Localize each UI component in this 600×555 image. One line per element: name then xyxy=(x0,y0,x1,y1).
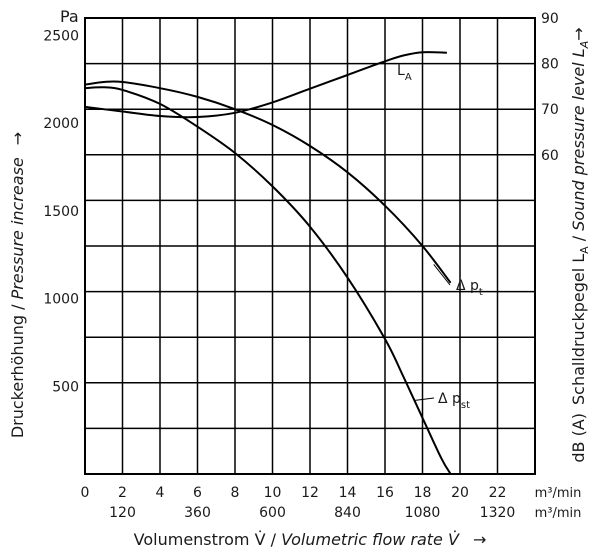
x-tick-label-m3min: 6 xyxy=(193,485,202,501)
x-tick-label-m3min: 4 xyxy=(156,485,165,501)
left-tick-label: 2500 xyxy=(43,29,79,45)
series-leader-2 xyxy=(414,397,435,401)
right-tick-label: 60 xyxy=(541,148,559,164)
left-tick-label: 1000 xyxy=(43,292,79,308)
x-tick-label-m3min: 22 xyxy=(489,485,507,501)
series-label-0: LA xyxy=(397,63,412,83)
x-tick-label-m3min: 0 xyxy=(81,485,90,501)
left-tick-label: 1500 xyxy=(43,204,79,220)
x-tick-label-m3min: 10 xyxy=(264,485,282,501)
x-tick-label-m3h: 120 xyxy=(109,505,136,521)
series-label-name: Δ p xyxy=(438,391,461,407)
x-tick-label-m3min: 8 xyxy=(231,485,240,501)
left-axis-unit: Pa xyxy=(60,7,79,26)
x-tick-label-m3min: 16 xyxy=(376,485,394,501)
x-axis-unit-m3h: m³/min xyxy=(535,506,582,521)
series-label-sub: st xyxy=(461,400,470,411)
series-label-name: Δ p xyxy=(456,278,479,294)
series-label-2: Δ pst xyxy=(438,391,470,411)
right-axis-title-de-sub: A xyxy=(578,246,591,254)
x-tick-label-m3min: 14 xyxy=(339,485,357,501)
right-tick-label: 70 xyxy=(541,102,559,118)
right-axis-title: dB (A)Schalldruckpegel LA / Sound pressu… xyxy=(569,27,591,462)
left-axis-title-arrow: → xyxy=(8,132,27,145)
x-tick-label-m3h: 600 xyxy=(259,505,286,521)
left-tick-label: 500 xyxy=(52,379,79,395)
series-label-name: L xyxy=(397,63,405,79)
x-tick-label-m3min: 20 xyxy=(451,485,469,501)
right-axis-title-de: Schalldruckpegel L xyxy=(569,254,588,405)
right-axis-title-sep: / xyxy=(569,231,588,247)
series-line-1 xyxy=(84,80,452,284)
left-axis-title-en: Pressure increase xyxy=(8,157,27,299)
right-tick-label: 90 xyxy=(541,11,559,27)
chart-ticks: 500 1000 1500 2000 2500 60 70 80 90 0 2 4 6 8 10 12 14 16… xyxy=(43,11,558,521)
right-axis-title-arrow: → xyxy=(569,27,588,40)
x-tick-label-m3h: 1320 xyxy=(480,505,516,521)
right-axis-title-en: Sound pressure level L xyxy=(569,48,588,230)
left-axis-title-de: Druckerhöhung xyxy=(8,315,27,438)
right-tick-label: 80 xyxy=(541,57,559,73)
x-axis-title-de: Volumenstrom V̇ xyxy=(134,530,266,549)
x-tick-label-m3min: 2 xyxy=(118,485,127,501)
series-line-2 xyxy=(84,86,452,475)
series-label-sub: A xyxy=(405,72,412,83)
left-axis-title-sep: / xyxy=(8,299,27,315)
series-label-sub: t xyxy=(479,287,483,298)
x-axis-title-arrow: → xyxy=(473,530,486,549)
x-tick-label-m3min: 18 xyxy=(414,485,432,501)
right-axis-unit-label: dB (A) xyxy=(569,413,588,463)
x-axis-title-en: Volumetric flow rate V̇ xyxy=(281,530,460,549)
series-label-1: Δ pt xyxy=(456,278,483,298)
x-axis-unit-m3min: m³/min xyxy=(535,486,582,501)
chart-curves xyxy=(84,51,452,475)
x-tick-label-m3h: 1080 xyxy=(405,505,441,521)
x-axis-title: Volumenstrom V̇ / Volumetric flow rate V… xyxy=(134,530,487,549)
x-tick-label-m3min: 12 xyxy=(301,485,319,501)
x-axis-title-sep: / xyxy=(266,530,282,549)
left-axis-title: Druckerhöhung / Pressure increase → xyxy=(8,132,27,438)
chart-grid xyxy=(84,17,536,475)
right-axis-title-en-sub: A xyxy=(578,41,591,50)
series-labels: LAΔ ptΔ pst xyxy=(397,63,483,411)
series-leader-1 xyxy=(433,264,451,286)
x-tick-label-m3h: 360 xyxy=(184,505,211,521)
left-tick-label: 2000 xyxy=(43,116,79,132)
series-line-0 xyxy=(84,51,447,119)
x-tick-label-m3h: 840 xyxy=(334,505,361,521)
